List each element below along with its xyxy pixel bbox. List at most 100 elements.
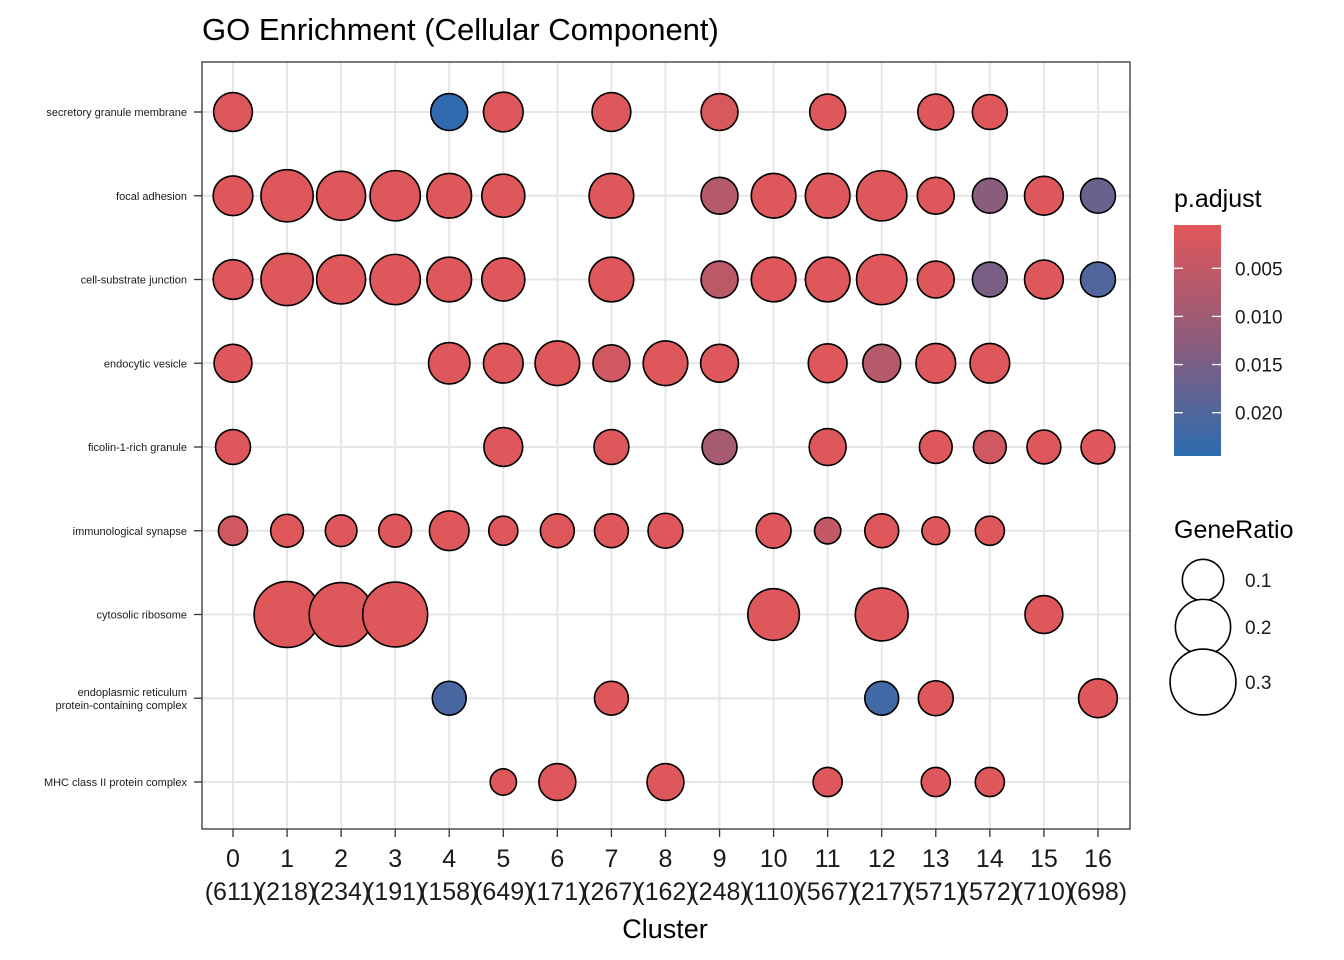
data-point — [916, 260, 956, 299]
x-tick-cluster: 16 — [1084, 845, 1112, 873]
data-point — [538, 762, 577, 802]
x-tick-cluster: 1 — [280, 845, 294, 873]
size-legend-label: 0.1 — [1245, 571, 1271, 592]
data-point — [642, 340, 689, 387]
size-legend: GeneRatio 0.1 0.2 0.3 — [1169, 516, 1294, 716]
data-point — [921, 516, 951, 546]
data-point — [429, 92, 469, 132]
color-bar — [1174, 225, 1221, 456]
x-tick-cluster: 12 — [868, 845, 896, 873]
color-legend: p.adjust 0.005 0.010 0.015 0.020 — [1174, 185, 1283, 456]
y-tick-label: immunological synapse — [73, 526, 187, 538]
data-point — [854, 587, 909, 642]
x-tick-count: (162) — [636, 878, 694, 906]
data-point — [808, 93, 847, 131]
data-point — [804, 172, 851, 219]
data-point — [588, 256, 635, 303]
data-point — [974, 766, 1006, 798]
data-point — [269, 513, 305, 548]
data-point — [315, 254, 367, 305]
data-point — [212, 91, 254, 133]
data-point — [489, 768, 518, 796]
data-point — [1024, 594, 1064, 635]
chart-title: GO Enrichment (Cellular Component) — [202, 12, 719, 47]
data-point — [534, 340, 581, 387]
data-point — [915, 342, 957, 384]
color-legend-title: p.adjust — [1174, 185, 1262, 213]
x-tick-count: (191) — [366, 878, 424, 906]
data-point — [917, 93, 955, 131]
data-point — [755, 512, 792, 550]
data-point — [1077, 678, 1119, 719]
x-tick-cluster: 6 — [550, 845, 564, 873]
color-legend-label: 0.020 — [1235, 404, 1283, 425]
x-tick-count: (698) — [1069, 878, 1127, 906]
size-legend-label: 0.2 — [1245, 618, 1271, 639]
data-point — [426, 172, 473, 219]
data-point — [974, 515, 1006, 547]
color-legend-label: 0.015 — [1235, 356, 1283, 377]
x-tick-count: (572) — [961, 878, 1019, 906]
x-tick-cluster: 13 — [922, 845, 950, 873]
data-point — [480, 173, 526, 219]
data-point — [700, 92, 739, 132]
data-point — [377, 513, 413, 548]
data-point — [369, 169, 422, 222]
data-point — [1026, 429, 1062, 465]
data-point — [700, 176, 739, 216]
data-point — [593, 680, 630, 716]
data-point — [539, 513, 576, 549]
data-point — [855, 253, 908, 306]
data-point — [369, 253, 422, 306]
data-point — [918, 429, 953, 465]
plot-panel — [201, 61, 1131, 830]
y-tick-label: focal adhesion — [116, 191, 187, 203]
data-point — [647, 512, 684, 550]
x-tick-cluster: 15 — [1030, 845, 1058, 873]
data-point — [591, 91, 632, 133]
x-tick-cluster: 3 — [388, 845, 402, 873]
data-point — [428, 510, 470, 552]
data-point — [1079, 177, 1117, 215]
data-point — [361, 581, 429, 648]
data-point — [750, 172, 797, 219]
data-point — [863, 513, 900, 549]
x-tick-cluster: 8 — [659, 845, 673, 873]
data-point — [920, 766, 952, 798]
data-point — [971, 177, 1009, 215]
y-tick-label: cytosolic ribosome — [97, 610, 187, 622]
x-tick-cluster: 7 — [604, 845, 618, 873]
x-tick-count: (248) — [690, 878, 748, 906]
data-point — [807, 343, 848, 384]
data-point — [747, 587, 801, 642]
data-point — [917, 679, 955, 717]
y-axis-labels: secretory granule membrane focal adhesion… — [44, 107, 202, 789]
data-point — [971, 93, 1009, 131]
data-point — [1079, 261, 1117, 298]
data-point — [646, 762, 685, 802]
data-point — [861, 343, 902, 383]
y-tick-label: cell-substrate junction — [81, 275, 187, 287]
x-tick-cluster: 10 — [760, 845, 788, 873]
x-tick-count: (234) — [312, 878, 370, 906]
color-legend-label: 0.005 — [1235, 259, 1283, 280]
data-point — [1023, 259, 1065, 300]
data-point — [813, 516, 842, 545]
data-point — [214, 428, 252, 466]
x-tick-count: (218) — [258, 878, 316, 906]
x-tick-cluster: 9 — [713, 845, 727, 873]
data-point — [482, 91, 524, 133]
x-tick-count: (110) — [745, 878, 802, 906]
data-point — [212, 258, 254, 301]
data-point — [593, 513, 630, 549]
x-tick-count: (710) — [1015, 878, 1073, 906]
size-legend-circle — [1181, 558, 1225, 602]
data-point — [1080, 429, 1116, 465]
x-tick-count: (267) — [582, 878, 640, 906]
data-point — [804, 256, 851, 303]
data-point — [700, 260, 739, 299]
data-point — [588, 172, 635, 219]
x-tick-cluster: 4 — [442, 845, 456, 873]
data-point — [483, 426, 524, 468]
x-tick-count: (611) — [205, 878, 262, 906]
